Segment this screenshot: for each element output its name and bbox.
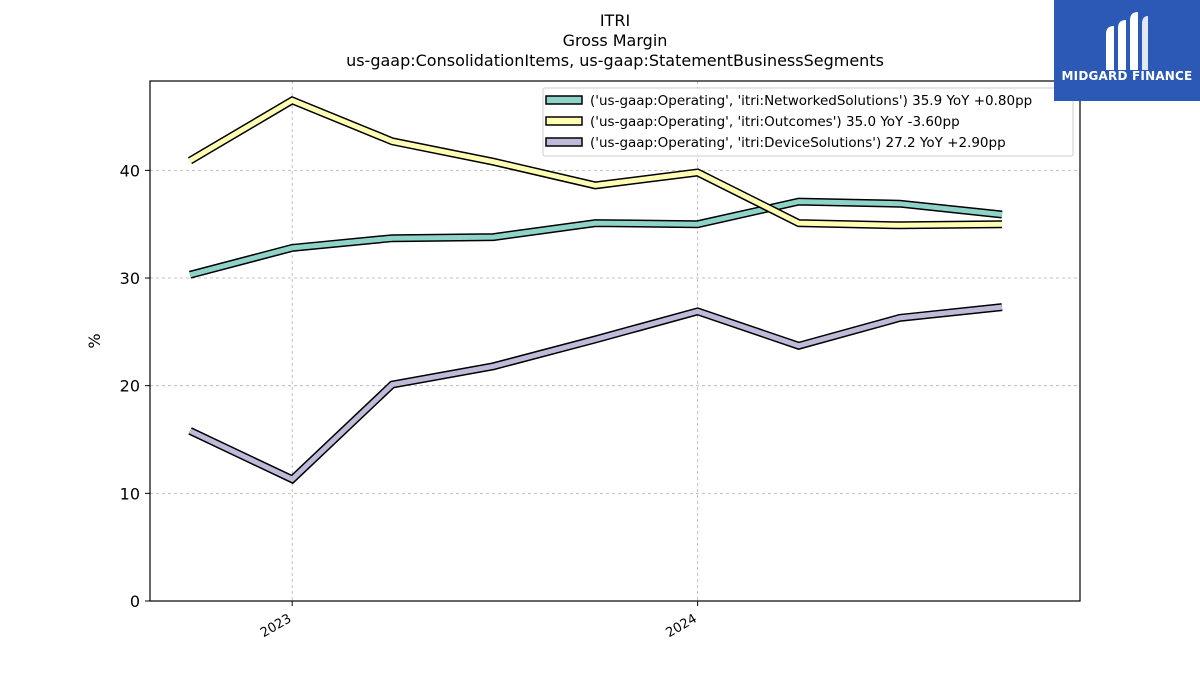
legend-label: ('us-gaap:Operating', 'itri:NetworkedSol…: [590, 93, 1032, 109]
legend-box: [542, 87, 1074, 157]
series-2: [188, 303, 1003, 485]
chart-title-line: Gross Margin: [563, 31, 668, 50]
y-tick-label: 30: [120, 269, 140, 288]
grid-lines: [150, 81, 1080, 601]
y-tick-label: 10: [120, 484, 140, 503]
axes-frame: [149, 80, 1081, 602]
legend-entry: ('us-gaap:Operating', 'itri:DeviceSoluti…: [545, 135, 1006, 151]
midgard-finance-logo: MIDGARD FINANCE: [1054, 0, 1200, 101]
x-tick-label: 2024: [663, 611, 699, 641]
legend-entry: ('us-gaap:Operating', 'itri:Outcomes') 3…: [545, 114, 960, 130]
series-line: [189, 199, 1003, 278]
series-1: [187, 95, 1003, 230]
chart-title-line: ITRI: [600, 11, 630, 30]
y-tick-label: 0: [130, 592, 140, 611]
series-line: [188, 97, 1003, 228]
midgard-logo-icon: [1106, 12, 1148, 70]
y-tick-label: 40: [120, 161, 140, 180]
x-axis: 2023 2024: [258, 601, 700, 641]
series-line-outline: [188, 197, 1003, 279]
y-tick-label: 20: [120, 377, 140, 396]
series-line: [188, 304, 1003, 483]
series-line-outline: [188, 303, 1003, 485]
chart-title-line: us-gaap:ConsolidationItems, us-gaap:Stat…: [346, 51, 884, 70]
series-lines: [187, 95, 1003, 485]
legend-label: ('us-gaap:Operating', 'itri:Outcomes') 3…: [590, 114, 960, 130]
logo-text: MIDGARD FINANCE: [1061, 69, 1193, 83]
legend-swatch: [545, 95, 583, 105]
series-0: [188, 197, 1003, 279]
legend-swatch: [545, 137, 583, 147]
y-axis-label: %: [85, 333, 104, 348]
legend-swatch: [545, 116, 583, 126]
x-tick-label: 2023: [258, 611, 294, 641]
y-axis: 0 10 20 30 40: [120, 161, 150, 611]
legend: ('us-gaap:Operating', 'itri:NetworkedSol…: [542, 87, 1074, 157]
legend-label: ('us-gaap:Operating', 'itri:DeviceSoluti…: [590, 135, 1006, 151]
legend-entry: ('us-gaap:Operating', 'itri:NetworkedSol…: [545, 93, 1032, 109]
